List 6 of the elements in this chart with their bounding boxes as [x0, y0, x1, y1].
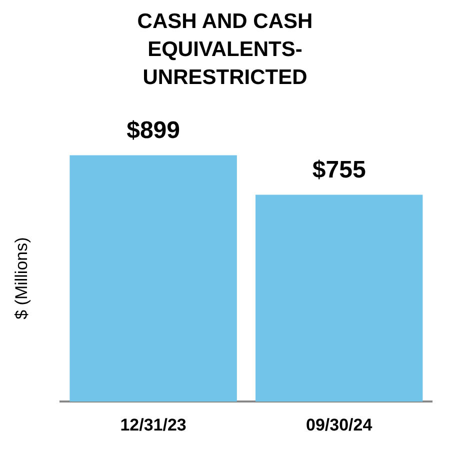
x-tick-label: 12/31/23: [120, 415, 186, 434]
data-label: $755: [312, 156, 366, 184]
chart-title: CASH AND CASH EQUIVALENTS-UNRESTRICTED: [136, 9, 314, 91]
data-label: $899: [126, 116, 180, 144]
y-axis-title: $ (Millions): [12, 237, 31, 320]
x-tick-label: 09/30/24: [306, 415, 373, 434]
